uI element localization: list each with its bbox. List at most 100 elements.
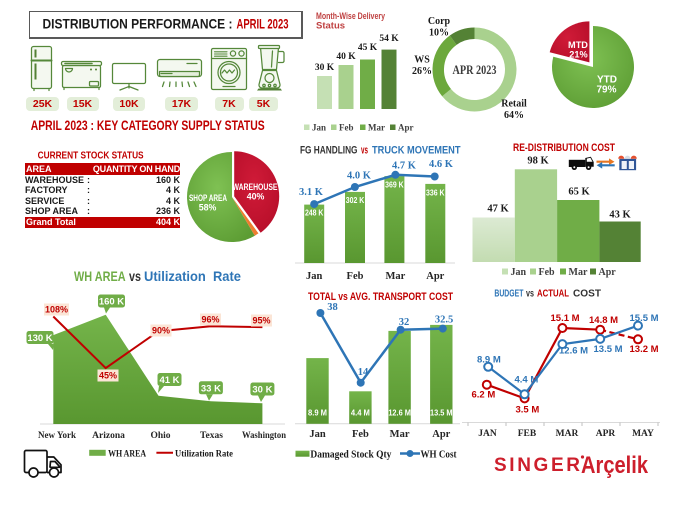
svg-text:160 K: 160 K <box>99 297 124 308</box>
svg-text:BUDGET: BUDGET <box>494 289 523 300</box>
svg-text:30 K: 30 K <box>315 63 335 73</box>
svg-text:MAR: MAR <box>556 429 579 439</box>
svg-text:Month-Wise Delivery: Month-Wise Delivery <box>316 11 386 22</box>
svg-text:Corp: Corp <box>428 16 451 27</box>
svg-text:Apr: Apr <box>432 429 450 440</box>
svg-text:Feb: Feb <box>339 123 354 133</box>
svg-text:vs: vs <box>526 289 534 300</box>
svg-text:Status: Status <box>316 21 345 32</box>
svg-text:10%: 10% <box>429 28 449 39</box>
svg-text:Feb: Feb <box>347 271 364 282</box>
svg-text:3.5 M: 3.5 M <box>516 405 540 416</box>
svg-text:248 K: 248 K <box>305 209 324 218</box>
svg-text:Apr: Apr <box>426 271 444 282</box>
svg-text:13.2 M: 13.2 M <box>630 344 659 355</box>
svg-text:47 K: 47 K <box>487 204 509 215</box>
svg-text:Apr: Apr <box>398 123 414 133</box>
svg-text:WH Cost: WH Cost <box>421 450 458 461</box>
svg-text:108%: 108% <box>45 305 68 315</box>
svg-text:32.5: 32.5 <box>435 315 453 326</box>
svg-text:13.5 M: 13.5 M <box>594 344 623 355</box>
svg-text:64%: 64% <box>504 110 524 121</box>
svg-text:vs: vs <box>129 268 141 284</box>
svg-text:Jan: Jan <box>309 429 326 440</box>
svg-text:Mar: Mar <box>390 429 410 440</box>
svg-text:14.8 M: 14.8 M <box>589 315 618 326</box>
svg-text:New York: New York <box>38 431 77 441</box>
svg-text:RE-DISTRIBUTION COST: RE-DISTRIBUTION COST <box>513 142 615 154</box>
svg-text:4.0 K: 4.0 K <box>347 171 372 182</box>
svg-text:369 K: 369 K <box>385 181 404 190</box>
svg-text:45%: 45% <box>99 371 117 381</box>
svg-text:3.1 K: 3.1 K <box>299 187 324 198</box>
svg-text:32: 32 <box>399 317 410 328</box>
svg-text:Feb: Feb <box>539 267 556 278</box>
svg-text:YTD: YTD <box>597 75 617 86</box>
svg-text:4.4 M: 4.4 M <box>351 409 370 418</box>
svg-text:45 K: 45 K <box>358 43 378 53</box>
svg-text:12.6 M: 12.6 M <box>388 409 411 418</box>
svg-text:DISTRIBUTION PERFORMANCE :: DISTRIBUTION PERFORMANCE : <box>43 16 233 32</box>
svg-text:Texas: Texas <box>200 431 223 441</box>
svg-text:65 K: 65 K <box>568 187 590 198</box>
svg-text:95%: 95% <box>252 316 270 326</box>
svg-text:38: 38 <box>327 302 338 313</box>
svg-text:40 K: 40 K <box>336 52 356 62</box>
svg-text:WS: WS <box>414 55 430 66</box>
svg-text:MAY: MAY <box>632 429 654 439</box>
svg-text:Mar: Mar <box>368 123 385 133</box>
svg-text:41 K: 41 K <box>159 375 179 386</box>
svg-text:98 K: 98 K <box>527 156 549 167</box>
svg-text:Jan: Jan <box>312 123 326 133</box>
svg-text:Washington: Washington <box>242 431 287 441</box>
svg-text:336 K: 336 K <box>426 189 445 198</box>
svg-text:MTD: MTD <box>568 40 588 50</box>
svg-text:4.4 M: 4.4 M <box>515 375 539 386</box>
svg-text:6.2 M: 6.2 M <box>472 390 496 401</box>
svg-text:CURRENT STOCK STATUS: CURRENT STOCK STATUS <box>38 149 144 161</box>
svg-text:WAREHOUSE: WAREHOUSE <box>233 182 278 192</box>
svg-text:302 K: 302 K <box>346 196 365 205</box>
svg-text:8.9 M: 8.9 M <box>477 355 501 366</box>
svg-text:15.1 M: 15.1 M <box>551 313 580 324</box>
svg-text:Feb: Feb <box>352 429 369 440</box>
svg-text:8.9 M: 8.9 M <box>308 409 327 418</box>
svg-text:TRUCK MOVEMENT: TRUCK MOVEMENT <box>372 145 461 157</box>
svg-text:Utilization Rate: Utilization Rate <box>175 450 233 460</box>
svg-text:4.7 K: 4.7 K <box>392 161 417 172</box>
svg-text:COST: COST <box>573 289 601 300</box>
svg-text:Apr: Apr <box>599 267 617 278</box>
svg-text:Retail: Retail <box>501 99 527 110</box>
svg-text:Mar: Mar <box>385 271 405 282</box>
svg-text:Arçelik: Arçelik <box>581 452 649 479</box>
svg-text:APR 2023: APR 2023 <box>453 63 497 77</box>
svg-text:30 K: 30 K <box>252 385 272 396</box>
svg-text:90%: 90% <box>152 326 170 336</box>
svg-text:Utilization Rate: Utilization Rate <box>144 268 241 284</box>
svg-text:21%: 21% <box>569 50 587 60</box>
svg-text:vs: vs <box>361 145 368 157</box>
svg-text:APRIL 2023: APRIL 2023 <box>237 16 289 32</box>
svg-text:FEB: FEB <box>518 429 537 439</box>
svg-text:96%: 96% <box>201 315 219 325</box>
svg-text:40%: 40% <box>247 192 265 202</box>
svg-text:13.5 M: 13.5 M <box>430 409 453 418</box>
svg-text:WH AREA: WH AREA <box>108 450 146 460</box>
svg-text:SINGER: SINGER <box>494 455 580 476</box>
svg-text:12.6 M: 12.6 M <box>559 346 588 357</box>
svg-text:54 K: 54 K <box>379 34 399 44</box>
svg-text:APRIL 2023 : KEY CATEGORY SUPP: APRIL 2023 : KEY CATEGORY SUPPLY STATUS <box>31 117 265 133</box>
svg-text:Arizona: Arizona <box>92 431 125 441</box>
svg-text:79%: 79% <box>596 84 616 95</box>
svg-text:4.6 K: 4.6 K <box>429 159 454 170</box>
svg-text:WH AREA: WH AREA <box>74 268 126 284</box>
svg-text:Jan: Jan <box>511 267 527 278</box>
svg-text:Mar: Mar <box>569 267 588 278</box>
svg-text:15.5 M: 15.5 M <box>630 313 659 324</box>
svg-text:14: 14 <box>358 367 369 378</box>
svg-text:APR: APR <box>596 429 616 439</box>
svg-text:Ohio: Ohio <box>150 431 170 441</box>
svg-text:JAN: JAN <box>478 429 497 439</box>
svg-text:TOTAL vs AVG. TRANSPORT COST: TOTAL vs AVG. TRANSPORT COST <box>308 291 453 303</box>
svg-text:130 K: 130 K <box>27 333 52 344</box>
